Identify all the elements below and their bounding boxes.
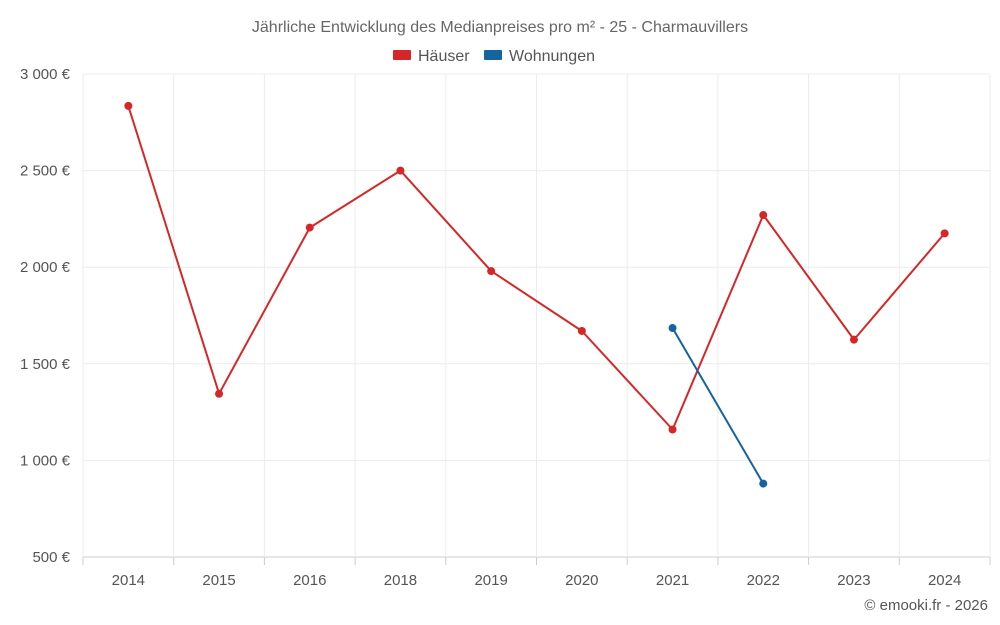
- data-point-haeuser[interactable]: [759, 211, 768, 220]
- legend-item-haeuser[interactable]: Häuser: [393, 48, 470, 65]
- chart-title: Jährliche Entwicklung des Medianpreises …: [252, 19, 748, 36]
- series-group: [124, 101, 949, 488]
- x-tick-label: 2024: [928, 572, 961, 589]
- legend-label-wohnungen: Wohnungen: [509, 48, 595, 65]
- x-tick-label: 2015: [202, 572, 235, 589]
- y-axis: 500 € 1 000 € 1 500 € 2 000 € 2 500 € 3 000 €: [20, 66, 71, 566]
- x-tick-label: 2023: [837, 572, 870, 589]
- legend-swatch-haeuser: [393, 50, 411, 60]
- x-tick-label: 2022: [747, 572, 780, 589]
- data-point-haeuser[interactable]: [215, 389, 224, 398]
- data-point-wohnungen[interactable]: [759, 479, 768, 488]
- grid: [82, 73, 991, 558]
- series-haeuser: [124, 101, 949, 434]
- series-line-wohnungen: [671, 327, 765, 485]
- y-tick-label: 1 500 €: [20, 356, 71, 373]
- data-point-haeuser[interactable]: [124, 101, 133, 110]
- y-tick-label: 2 500 €: [20, 163, 71, 180]
- data-point-haeuser[interactable]: [668, 425, 677, 434]
- x-axis: 2014 2015 2016 2018 2019 2020 2021 2022 2023 2024: [82, 557, 991, 589]
- x-tick-label: 2018: [384, 572, 417, 589]
- credit-text: © emooki.fr - 2026: [864, 597, 988, 614]
- data-point-haeuser[interactable]: [305, 223, 314, 232]
- series-line-haeuser: [127, 105, 946, 431]
- legend-swatch-wohnungen: [484, 50, 502, 60]
- x-tick-label: 2021: [656, 572, 689, 589]
- data-point-haeuser[interactable]: [577, 326, 586, 335]
- x-tick-label: 2020: [565, 572, 598, 589]
- x-tick-label: 2014: [112, 572, 145, 589]
- series-wohnungen: [668, 324, 768, 488]
- data-point-wohnungen[interactable]: [668, 324, 677, 333]
- x-tick-label: 2019: [474, 572, 507, 589]
- y-tick-label: 2 000 €: [20, 259, 71, 276]
- data-point-haeuser[interactable]: [396, 166, 405, 175]
- data-point-haeuser[interactable]: [849, 335, 858, 344]
- data-point-haeuser[interactable]: [487, 267, 496, 276]
- data-point-haeuser[interactable]: [940, 229, 949, 238]
- y-tick-label: 3 000 €: [20, 66, 71, 83]
- legend-label-haeuser: Häuser: [418, 48, 470, 65]
- y-tick-label: 1 000 €: [20, 452, 71, 469]
- y-tick-label: 500 €: [32, 549, 70, 566]
- legend: Häuser Wohnungen: [393, 48, 595, 65]
- x-tick-label: 2016: [293, 572, 326, 589]
- legend-item-wohnungen[interactable]: Wohnungen: [484, 48, 595, 65]
